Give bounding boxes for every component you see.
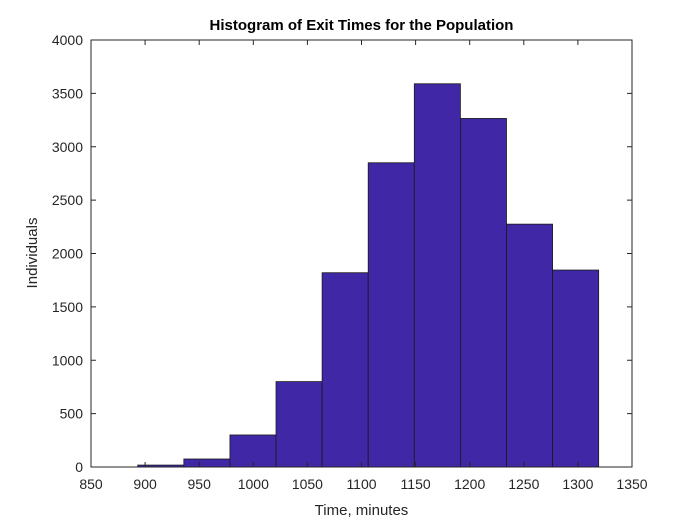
x-tick-label: 1350 <box>616 476 647 492</box>
y-tick-label: 2500 <box>52 192 83 208</box>
x-tick-label: 1050 <box>292 476 323 492</box>
histogram-bar-5 <box>367 162 415 468</box>
histogram-bar-4 <box>321 272 369 468</box>
histogram-bar-7 <box>459 118 507 468</box>
histogram-bar-1 <box>183 458 231 468</box>
y-tick-label: 3500 <box>52 85 83 101</box>
y-tick-label: 4000 <box>52 32 83 48</box>
y-axis-label: Individuals <box>24 218 41 289</box>
x-tick-label: 1150 <box>401 476 431 492</box>
y-tick-label: 3000 <box>52 139 83 155</box>
x-tick-label: 1200 <box>454 476 485 492</box>
bars-group <box>137 83 600 468</box>
y-tick-label: 1500 <box>52 299 83 315</box>
chart-title: Histogram of Exit Times for the Populati… <box>210 17 514 34</box>
histogram-bar-9 <box>552 269 600 468</box>
x-tick-label: 1300 <box>562 476 593 492</box>
ticks-group: 850 900 950 1000 1050 1100 1150 1200 1250 1300 135… <box>52 32 648 492</box>
histogram-bar-8 <box>506 223 553 468</box>
x-tick-label: 1000 <box>238 476 269 492</box>
x-tick-label: 850 <box>79 476 103 492</box>
histogram-bar-6 <box>413 83 461 468</box>
histogram-bar-3 <box>275 381 323 468</box>
x-tick-label: 900 <box>133 476 157 492</box>
x-tick-label: 1250 <box>508 476 539 492</box>
y-tick-label: 2000 <box>52 246 83 262</box>
x-tick-label: 950 <box>188 476 212 492</box>
y-tick-label: 0 <box>75 459 83 475</box>
y-tick-label: 500 <box>60 406 84 422</box>
x-tick-label: 1100 <box>346 476 376 492</box>
x-axis-label: Time, minutes <box>315 502 409 519</box>
y-tick-label: 1000 <box>52 352 83 368</box>
